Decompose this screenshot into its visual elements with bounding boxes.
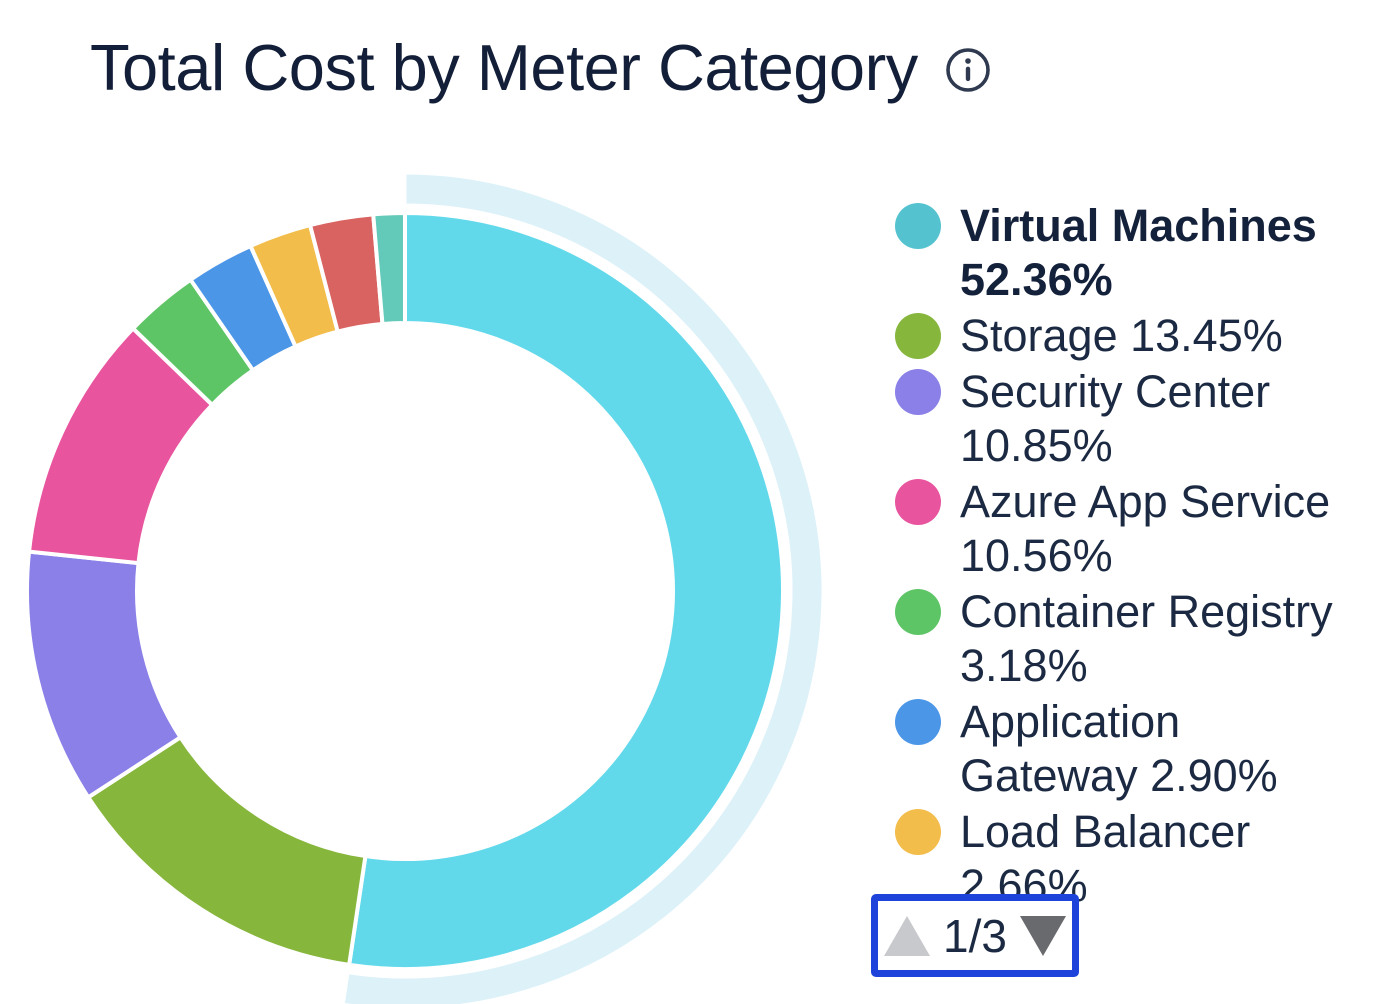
legend-label: Security Center 10.85% [960,366,1271,471]
chart-header: Total Cost by Meter Category [90,28,992,108]
donut-highlight-band [341,171,825,1004]
page-title: Total Cost by Meter Category [90,31,918,104]
legend-dot [895,809,941,855]
legend-dot [895,369,941,415]
legend-label: Azure App Service 10.56% [960,476,1331,581]
donut-segment-virtual-machines[interactable] [346,210,785,971]
legend-item[interactable]: Storage 13.45% [895,309,1370,363]
legend-label: Application Gateway 2.90% [960,696,1278,801]
info-icon[interactable] [944,46,992,94]
chart-legend: Virtual Machines 52.36% Storage 13.45% Secu… [895,199,1370,915]
legend-dot [895,479,941,525]
legend-dot [895,699,941,745]
legend-label: Virtual Machines 52.36% [960,200,1317,305]
donut-segment[interactable] [371,210,407,327]
legend-item[interactable]: Azure App Service 10.56% [895,475,1370,583]
donut-chart [25,171,825,1004]
legend-dot [895,589,941,635]
legend-label: Storage 13.45% [960,310,1283,361]
legend-page-up-icon[interactable] [884,915,931,956]
legend-item[interactable]: Application Gateway 2.90% [895,695,1370,803]
legend-dot [895,203,941,249]
legend-page-indicator: 1/3 [943,909,1007,962]
legend-page-down-icon[interactable] [1019,915,1066,956]
legend-item[interactable]: Virtual Machines 52.36% [895,199,1370,307]
legend-item[interactable]: Container Registry 3.18% [895,585,1370,693]
legend-label: Container Registry 3.18% [960,586,1333,691]
legend-dot [895,313,941,359]
legend-pager: 1/3 [871,894,1079,977]
legend-item[interactable]: Security Center 10.85% [895,365,1370,473]
